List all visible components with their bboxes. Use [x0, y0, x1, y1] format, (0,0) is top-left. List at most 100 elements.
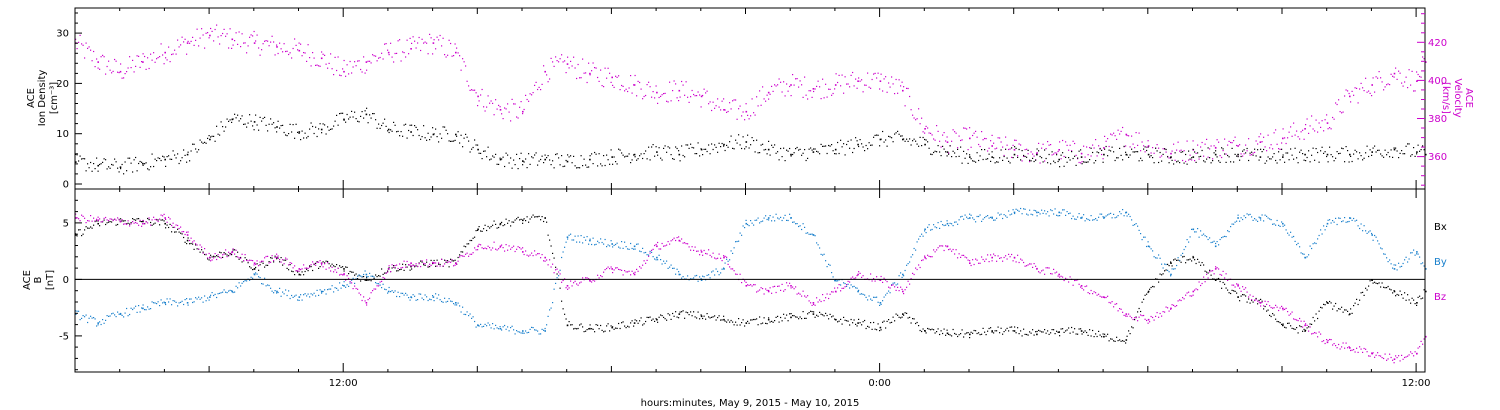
- scatter-dot-ion-density: [960, 146, 962, 148]
- scatter-dot-velocity: [519, 106, 521, 108]
- scatter-dot-ion-density: [685, 144, 687, 146]
- scatter-dot-velocity: [1048, 144, 1050, 146]
- scatter-dot-ion-density: [1200, 155, 1202, 157]
- scatter-dot-bz: [862, 275, 864, 277]
- scatter-dot-velocity: [120, 63, 122, 65]
- scatter-dot-bz: [783, 290, 785, 292]
- scatter-dot-by: [534, 329, 536, 331]
- scatter-dot-ion-density: [195, 148, 197, 150]
- scatter-dot-ion-density: [1318, 161, 1320, 163]
- scatter-dot-by: [1342, 220, 1344, 222]
- scatter-dot-ion-density: [1314, 159, 1316, 161]
- scatter-dot-ion-density: [1194, 151, 1196, 153]
- scatter-dot-ion-density: [118, 171, 120, 173]
- scatter-dot-ion-density: [727, 146, 729, 148]
- scatter-dot-bz: [1255, 299, 1257, 301]
- data-point-ion-density: [276, 126, 278, 128]
- scatter-dot-ion-density: [1267, 156, 1269, 158]
- data-point-by: [1080, 217, 1083, 219]
- scatter-dot-ion-density: [1263, 148, 1265, 151]
- scatter-dot-velocity: [789, 85, 791, 88]
- scatter-dot-ion-density: [697, 142, 699, 144]
- scatter-dot-velocity: [397, 40, 399, 42]
- scatter-dot-by: [600, 238, 602, 240]
- scatter-dot-ion-density: [223, 130, 225, 132]
- scatter-dot-ion-density: [393, 121, 395, 123]
- scatter-dot-ion-density: [639, 155, 641, 157]
- scatter-dot-bz: [880, 275, 882, 278]
- scatter-dot-ion-density: [456, 135, 458, 137]
- scatter-dot-velocity: [402, 51, 404, 53]
- scatter-dot-bx: [1363, 294, 1365, 296]
- scatter-dot-by: [1138, 229, 1140, 231]
- scatter-dot-bx: [949, 334, 951, 336]
- scatter-dot-bx: [793, 315, 795, 317]
- scatter-dot-bz: [373, 288, 375, 290]
- scatter-dot-bx: [199, 251, 201, 253]
- data-point-bz: [924, 256, 926, 259]
- scatter-dot-bz: [550, 266, 552, 268]
- scatter-dot-ion-density: [282, 124, 284, 126]
- scatter-dot-velocity: [1099, 148, 1101, 150]
- scatter-dot-bz: [766, 289, 768, 291]
- scatter-dot-ion-density: [478, 152, 480, 154]
- data-point-velocity: [1425, 61, 1427, 63]
- scatter-dot-bx: [1009, 326, 1011, 328]
- scatter-dot-velocity: [258, 47, 260, 49]
- scatter-dot-ion-density: [318, 128, 320, 130]
- scatter-dot-by: [448, 298, 450, 300]
- scatter-dot-velocity: [217, 36, 219, 38]
- scatter-dot-bx: [277, 257, 279, 259]
- scatter-dot-bz: [538, 253, 540, 255]
- scatter-dot-bx: [690, 311, 692, 313]
- scatter-dot-ion-density: [1198, 156, 1200, 158]
- scatter-dot-bx: [1153, 286, 1155, 288]
- scatter-dot-bx: [981, 333, 983, 335]
- scatter-dot-bz: [510, 248, 512, 250]
- scatter-dot-bx: [1188, 259, 1190, 261]
- scatter-dot-by: [393, 291, 395, 293]
- scatter-dot-velocity: [787, 90, 789, 92]
- scatter-dot-ion-density: [621, 152, 623, 154]
- scatter-dot-bz: [115, 219, 117, 221]
- scatter-dot-bx: [663, 316, 665, 318]
- scatter-dot-by: [1141, 239, 1143, 241]
- scatter-dot-ion-density: [406, 137, 408, 139]
- scatter-dot-by: [1144, 236, 1146, 238]
- scatter-dot-by: [553, 288, 555, 290]
- scatter-dot-bx: [1140, 310, 1142, 313]
- scatter-dot-bx: [571, 324, 573, 326]
- scatter-dot-velocity: [213, 40, 215, 42]
- scatter-dot-by: [715, 268, 717, 270]
- scatter-dot-velocity: [507, 103, 509, 105]
- data-point-velocity: [1393, 72, 1396, 75]
- scatter-dot-ion-density: [616, 163, 618, 165]
- scatter-dot-velocity: [184, 38, 186, 40]
- scatter-dot-velocity: [331, 68, 333, 70]
- scatter-dot-velocity: [214, 28, 216, 31]
- scatter-dot-ion-density: [1179, 162, 1181, 164]
- scatter-dot-bz: [1150, 315, 1152, 318]
- scatter-dot-velocity: [1215, 146, 1217, 149]
- scatter-dot-velocity: [1092, 144, 1094, 146]
- scatter-dot-bx: [883, 320, 885, 322]
- scatter-dot-ion-density: [1087, 161, 1089, 163]
- scatter-dot-ion-density: [166, 156, 168, 158]
- scatter-dot-ion-density: [1063, 165, 1065, 167]
- scatter-dot-bx: [228, 255, 230, 257]
- scatter-dot-by: [814, 235, 816, 237]
- scatter-dot-velocity: [1182, 159, 1184, 162]
- scatter-dot-ion-density: [154, 158, 156, 160]
- scatter-dot-bz: [936, 249, 938, 251]
- scatter-dot-velocity: [568, 67, 570, 69]
- scatter-dot-ion-density: [925, 139, 927, 141]
- scatter-dot-by: [451, 300, 453, 303]
- scatter-dot-ion-density: [238, 120, 240, 122]
- scatter-dot-bx: [960, 333, 962, 335]
- scatter-dot-ion-density: [90, 161, 92, 164]
- scatter-dot-ion-density: [661, 159, 663, 161]
- scatter-dot-by: [657, 259, 659, 261]
- scatter-dot-velocity: [670, 100, 672, 102]
- scatter-dot-bx: [1419, 295, 1421, 297]
- scatter-dot-bx: [1398, 294, 1400, 296]
